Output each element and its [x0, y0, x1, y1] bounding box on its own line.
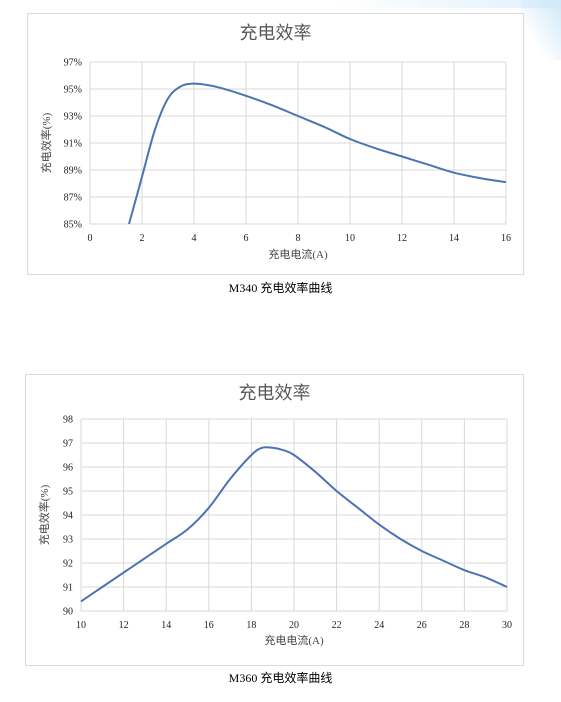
y-axis-title: 充电效率(%)	[37, 484, 51, 545]
x-tick-label: 28	[459, 620, 469, 631]
y-tick-label: 97	[63, 439, 73, 450]
x-tick-label: 10	[76, 620, 86, 631]
chart-caption-m360: M360 充电效率曲线	[228, 671, 333, 685]
x-axis-title: 充电电流(A)	[268, 247, 328, 261]
chart-title: 充电效率	[239, 383, 311, 404]
y-tick-label: 91%	[64, 139, 82, 150]
efficiency-series-line	[128, 82, 507, 225]
x-tick-label: 16	[204, 620, 214, 631]
chart-caption-m340: M340 充电效率曲线	[228, 281, 333, 295]
x-tick-label: 0	[88, 233, 93, 244]
efficiency-series-line	[80, 446, 508, 603]
y-tick-label: 93%	[64, 112, 82, 123]
y-tick-label: 87%	[64, 193, 82, 204]
y-tick-label: 95	[63, 487, 73, 498]
y-tick-label: 95%	[64, 85, 82, 96]
y-tick-label: 96	[63, 463, 73, 474]
x-tick-label: 2	[140, 233, 145, 244]
x-tick-label: 12	[397, 233, 407, 244]
x-tick-label: 10	[345, 233, 355, 244]
y-tick-label: 92	[63, 559, 73, 570]
y-tick-label: 85%	[64, 220, 82, 231]
x-tick-label: 30	[502, 620, 512, 631]
y-tick-label: 90	[63, 607, 73, 618]
x-tick-label: 26	[417, 620, 427, 631]
page-corner-decoration	[521, 0, 561, 60]
chart-m360-svg: 充电效率 10 12 14 16 18 20 22 24 26 28 30 90 91 92 93 94 95 96…	[37, 383, 512, 647]
y-tick-label: 97%	[64, 58, 82, 69]
page-top-band	[0, 0, 561, 8]
x-tick-label: 14	[449, 233, 459, 244]
y-axis-title: 充电效率(%)	[39, 112, 53, 173]
chart-title: 充电效率	[240, 23, 312, 44]
x-tick-label: 4	[192, 233, 197, 244]
x-tick-label: 18	[246, 620, 256, 631]
x-tick-label: 24	[374, 620, 384, 631]
y-tick-label: 89%	[64, 166, 82, 177]
x-tick-label: 16	[501, 233, 511, 244]
y-tick-label: 98	[63, 415, 73, 426]
chart-panel-m340: 充电效率 0 2 4 6 8 10 12 14 16 85% 87% 89% 91% 93% 95% 97% 充电…	[27, 13, 524, 275]
y-tick-label: 91	[63, 583, 73, 594]
x-tick-label: 12	[119, 620, 129, 631]
y-tick-label: 94	[63, 511, 73, 522]
x-tick-label: 14	[161, 620, 171, 631]
chart-panel-m360: 充电效率 10 12 14 16 18 20 22 24 26 28 30 90 91 92 93 94 95 96…	[25, 374, 524, 666]
chart-m340-svg: 充电效率 0 2 4 6 8 10 12 14 16 85% 87% 89% 91% 93% 95% 97% 充电…	[39, 23, 511, 261]
y-tick-label: 93	[63, 535, 73, 546]
x-tick-label: 6	[244, 233, 249, 244]
x-axis-title: 充电电流(A)	[264, 633, 324, 647]
x-tick-label: 22	[332, 620, 342, 631]
x-tick-label: 8	[296, 233, 301, 244]
x-tick-label: 20	[289, 620, 299, 631]
